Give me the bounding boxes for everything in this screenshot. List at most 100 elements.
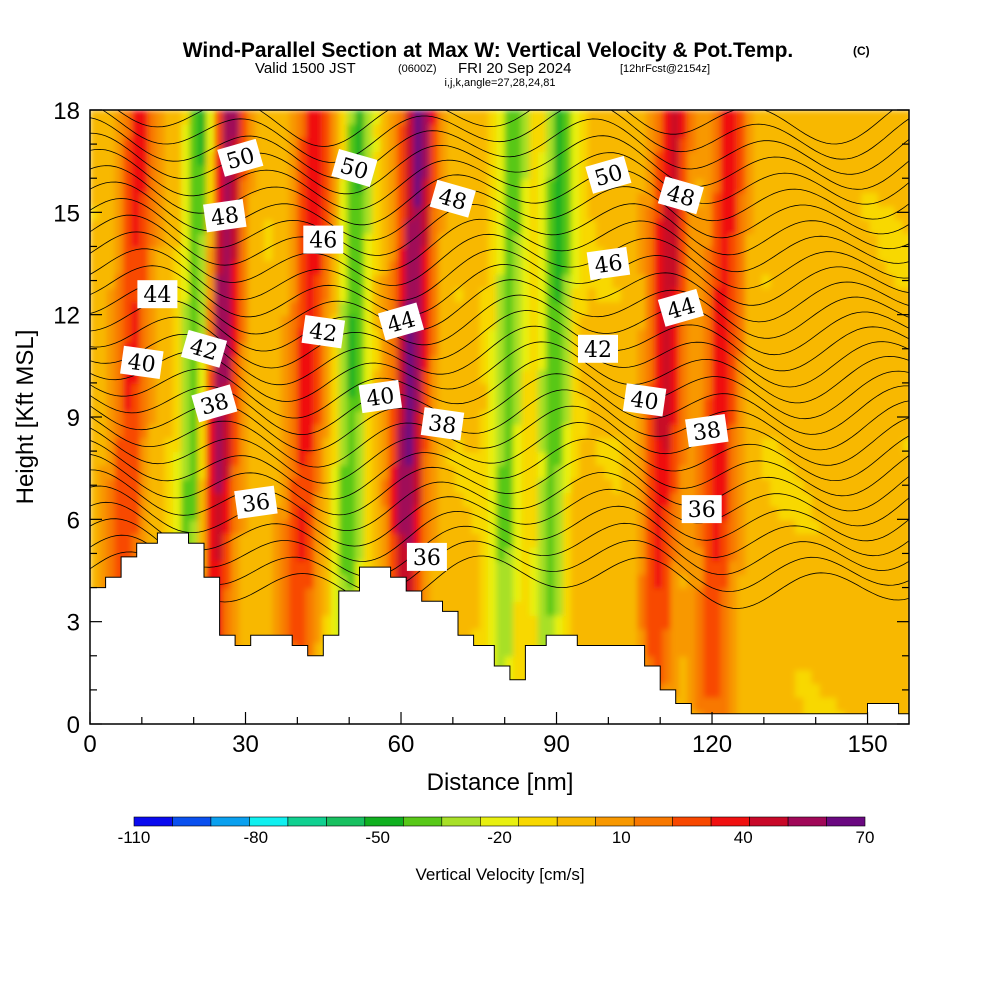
velocity-cell bbox=[330, 301, 340, 316]
velocity-cell bbox=[139, 110, 150, 125]
velocity-cell bbox=[579, 478, 589, 493]
velocity-cell bbox=[446, 464, 456, 480]
velocity-cell bbox=[554, 437, 564, 453]
velocity-cell bbox=[571, 451, 581, 466]
velocity-cell bbox=[637, 314, 647, 330]
velocity-cell bbox=[463, 478, 473, 493]
velocity-cell bbox=[405, 137, 415, 152]
x-tick-label: 120 bbox=[692, 731, 732, 758]
velocity-cell bbox=[504, 382, 514, 398]
velocity-cell bbox=[521, 601, 531, 616]
velocity-cell bbox=[172, 205, 183, 221]
velocity-cell bbox=[712, 587, 722, 603]
velocity-cell bbox=[886, 683, 896, 698]
velocity-cell bbox=[139, 260, 150, 275]
velocity-cell bbox=[131, 110, 141, 125]
velocity-cell bbox=[471, 573, 481, 589]
velocity-cell bbox=[720, 696, 730, 712]
velocity-cell bbox=[181, 410, 191, 425]
velocity-cell bbox=[164, 396, 174, 412]
velocity-cell bbox=[206, 505, 216, 521]
velocity-cell bbox=[853, 382, 863, 398]
velocity-cell bbox=[803, 396, 813, 412]
velocity-cell bbox=[587, 110, 597, 125]
velocity-cell bbox=[869, 369, 879, 384]
velocity-cell bbox=[571, 260, 581, 275]
velocity-cell bbox=[595, 492, 606, 507]
velocity-cell bbox=[413, 464, 423, 480]
velocity-cell bbox=[363, 492, 373, 507]
velocity-cell bbox=[413, 423, 423, 439]
velocity-cell bbox=[761, 369, 772, 384]
velocity-cell bbox=[264, 423, 274, 439]
velocity-cell bbox=[695, 342, 705, 357]
velocity-cell bbox=[421, 355, 431, 371]
velocity-cell bbox=[148, 437, 158, 453]
velocity-cell bbox=[537, 178, 548, 193]
velocity-cell bbox=[712, 396, 722, 412]
velocity-cell bbox=[513, 478, 523, 493]
velocity-cell bbox=[164, 191, 174, 207]
velocity-cell bbox=[819, 410, 830, 425]
velocity-cell bbox=[521, 219, 531, 234]
velocity-cell bbox=[322, 478, 332, 493]
velocity-cell bbox=[604, 110, 614, 125]
velocity-cell bbox=[197, 246, 208, 261]
velocity-cell bbox=[703, 587, 713, 603]
velocity-cell bbox=[678, 273, 689, 289]
velocity-cell bbox=[778, 178, 788, 193]
velocity-cell bbox=[139, 410, 150, 425]
velocity-cell bbox=[795, 246, 805, 261]
velocity-cell bbox=[123, 328, 133, 343]
velocity-cell bbox=[255, 273, 266, 289]
velocity-cell bbox=[438, 123, 448, 139]
velocity-cell bbox=[521, 150, 531, 166]
velocity-cell bbox=[380, 546, 390, 562]
velocity-cell bbox=[720, 178, 730, 193]
velocity-cell bbox=[587, 573, 597, 589]
velocity-cell bbox=[736, 273, 747, 289]
velocity-cell bbox=[546, 301, 556, 316]
velocity-cell bbox=[372, 137, 382, 152]
velocity-cell bbox=[313, 150, 324, 166]
velocity-cell bbox=[372, 246, 382, 261]
velocity-cell bbox=[877, 669, 888, 684]
velocity-cell bbox=[239, 178, 249, 193]
velocity-cell bbox=[106, 164, 116, 180]
velocity-cell bbox=[529, 519, 539, 534]
velocity-cell bbox=[770, 464, 780, 480]
velocity-cell bbox=[421, 492, 431, 507]
velocity-cell bbox=[728, 164, 738, 180]
velocity-cell bbox=[778, 519, 788, 534]
velocity-cell bbox=[504, 287, 514, 302]
velocity-cell bbox=[313, 137, 324, 152]
velocity-cell bbox=[554, 301, 564, 316]
velocity-cell bbox=[620, 150, 631, 166]
velocity-cell bbox=[720, 260, 730, 275]
velocity-cell bbox=[612, 464, 622, 480]
velocity-cell bbox=[289, 273, 299, 289]
velocity-cell bbox=[778, 533, 788, 548]
velocity-cell bbox=[612, 451, 622, 466]
velocity-cell bbox=[106, 464, 116, 480]
velocity-cell bbox=[736, 396, 747, 412]
velocity-cell bbox=[562, 178, 572, 193]
velocity-cell bbox=[123, 492, 133, 507]
theta-label-text: 38 bbox=[427, 411, 458, 440]
velocity-cell bbox=[264, 205, 274, 221]
velocity-cell bbox=[877, 137, 888, 152]
velocity-cell bbox=[239, 587, 249, 603]
velocity-cell bbox=[363, 191, 373, 207]
velocity-cell bbox=[280, 205, 291, 221]
velocity-cell bbox=[363, 219, 373, 234]
velocity-cell bbox=[828, 423, 838, 439]
velocity-cell bbox=[728, 314, 738, 330]
velocity-cell bbox=[289, 382, 299, 398]
velocity-cell bbox=[148, 451, 158, 466]
velocity-cell bbox=[388, 369, 398, 384]
velocity-cell bbox=[164, 164, 174, 180]
velocity-cell bbox=[338, 178, 349, 193]
velocity-cell bbox=[363, 533, 373, 548]
velocity-cell bbox=[786, 273, 796, 289]
velocity-cell bbox=[289, 123, 299, 139]
